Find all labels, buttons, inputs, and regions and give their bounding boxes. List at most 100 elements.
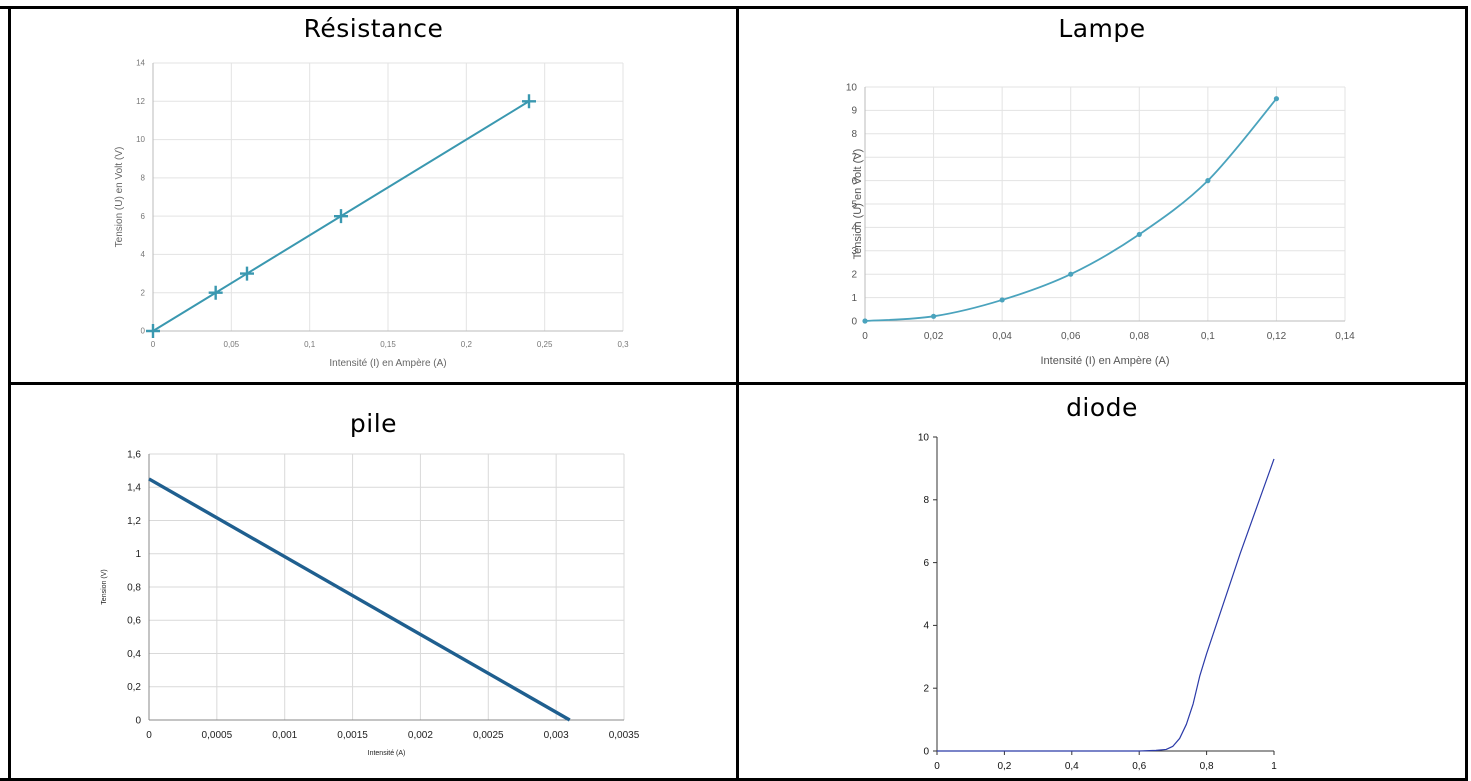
y-tick-label-2: 4 [923,621,929,632]
chart-resistance: 0 0,05 0,1 0,15 0,2 0,25 0,3 0 2 4 6 8 10 12 14 Intensi… [114,59,629,369]
y-tick-label-3: 3 [851,246,857,257]
y-tick-label-0: 0 [135,715,141,726]
x-tick-label-3: 0,0015 [337,730,368,741]
chart-lampe: 0 0,02 0,04 0,06 0,08 0,1 0,12 0,14 0 1 2 3 4 5 6 7 8 9 10… [846,82,1355,367]
x-tick-label-2: 0,4 [1065,761,1079,772]
chart-title-lampe: Lampe [1058,14,1146,43]
y-tick-label-7: 1,4 [127,483,141,494]
data-point-3 [334,209,348,224]
series-line-0 [937,458,1275,752]
y-tick-label-4: 4 [851,223,857,234]
x-tick-label-4: 0,8 [1200,761,1214,772]
y-tick-label-5: 10 [136,135,145,144]
y-tick-label-1: 2 [141,288,146,297]
y-tick-label-1: 2 [923,684,929,695]
x-axis-label: Intensité (I) en Ampère (A) [329,358,446,369]
y-tick-label-9: 9 [851,106,857,117]
y-tick-label-1: 0,2 [127,682,141,693]
y-tick-label-7: 7 [851,153,857,164]
x-tick-label-4: 0,2 [461,340,473,349]
y-tick-label-4: 0,8 [127,582,141,593]
table-divider-vertical [736,6,739,781]
x-tick-label-0: 0 [862,331,868,342]
data-point-2 [240,266,254,281]
x-tick-label-4: 0,002 [408,730,433,741]
data-point-3 [1068,271,1074,277]
table-border-bottom [0,778,1468,781]
x-tick-label-5: 0,25 [537,340,553,349]
y-tick-label-0: 0 [851,316,857,327]
cell-resistance: Résistance 0 0,05 0,1 0,15 0,2 0,25 0,3 0 2 4 6 8 10… [11,9,736,382]
y-tick-label-3: 0,6 [127,616,141,627]
y-axis-label: Tension (U) en Volt (V) [852,149,864,260]
data-point-0 [146,324,160,338]
data-point-1 [208,285,223,300]
x-tick-label-2: 0,001 [272,730,297,741]
x-tick-label-3: 0,06 [1061,331,1081,342]
x-tick-label-1: 0,2 [997,761,1011,772]
data-point-0 [862,318,868,324]
x-tick-label-1: 0,02 [924,331,944,342]
y-axis-label: Tension (U) en Volt (V) [114,147,125,248]
table-border-right [1465,6,1468,781]
table-border-top [0,6,1468,9]
cell-pile: pile 0 0,0005 0,001 0,0015 0,002 0,0025 0,003 0… [11,385,736,778]
y-tick-label-2: 4 [141,250,146,259]
data-point-2 [999,297,1005,303]
y-axis-label: Tension (V) [101,569,108,604]
y-tick-label-3: 6 [923,558,929,569]
x-tick-label-5: 0,0025 [473,730,504,741]
y-tick-label-8: 8 [851,129,857,140]
series-line-0 [148,477,571,722]
x-tick-label-7: 0,14 [1335,331,1355,342]
y-tick-label-5: 1 [135,549,141,560]
x-tick-label-5: 0,1 [1201,331,1215,342]
y-tick-label-8: 1,6 [127,449,141,460]
x-tick-label-6: 0,3 [617,340,629,349]
y-tick-label-1: 1 [851,293,857,304]
x-tick-label-2: 0,04 [992,331,1012,342]
y-tick-label-5: 10 [918,432,930,443]
cell-diode: 0 0,2 0,4 0,6 0,8 1 0 2 4 6 8 10 diode [739,385,1465,778]
data-point-4 [1136,231,1142,238]
y-tick-label-3: 6 [141,212,146,221]
chart-title-resistance: Résistance [303,14,444,43]
chart-title-diode: diode [1066,393,1138,422]
x-tick-label-0: 0 [146,730,152,741]
x-tick-label-6: 0,12 [1267,331,1287,342]
y-tick-label-10: 10 [846,82,858,93]
x-tick-label-2: 0,1 [304,340,316,349]
x-tick-label-0: 0 [934,761,940,772]
data-point-4 [522,94,536,109]
x-tick-label-4: 0,08 [1130,331,1150,342]
y-tick-label-4: 8 [141,174,146,183]
x-tick-label-3: 0,15 [380,340,396,349]
x-tick-label-1: 0,0005 [202,730,233,741]
y-tick-label-6: 1,2 [127,516,141,527]
table-divider-horizontal [8,382,1468,385]
x-tick-label-1: 0,05 [224,340,240,349]
x-tick-label-6: 0,003 [544,730,569,741]
y-tick-label-4: 8 [923,495,929,506]
y-tick-label-0: 0 [923,746,929,757]
x-axis-label: Intensité (A) [368,750,406,757]
y-tick-label-0: 0 [141,327,146,336]
chart-title-pile: pile [349,409,398,438]
y-tick-label-6: 6 [851,176,857,187]
y-tick-label-6: 12 [136,97,145,106]
y-tick-label-7: 14 [136,59,145,68]
data-point-5 [1205,178,1211,184]
data-point-6 [1273,96,1280,102]
x-tick-label-5: 1 [1271,761,1277,772]
y-tick-label-2: 0,4 [127,649,141,660]
y-tick-label-2: 2 [851,270,857,281]
x-axis-label: Intensité (I) en Ampère (A) [1041,355,1170,367]
x-tick-label-3: 0,6 [1132,761,1146,772]
x-tick-label-0: 0 [151,340,156,349]
x-tick-label-7: 0,0035 [609,730,640,741]
y-tick-label-5: 5 [851,199,857,210]
data-point-1 [930,313,937,319]
cell-lampe: Lampe 0 0,02 0,04 0,06 0,08 0,1 0,12 0,14 0 1 2 3 4 5… [739,9,1465,382]
